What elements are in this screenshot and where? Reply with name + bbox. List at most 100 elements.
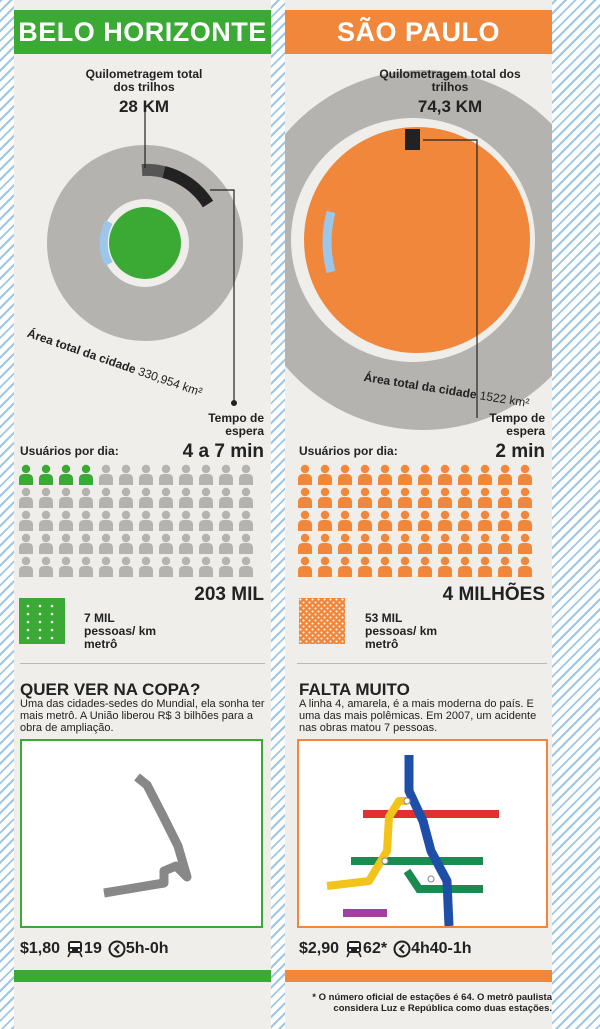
person-icon — [518, 464, 532, 485]
city-header: BELO HORIZONTE — [14, 10, 271, 54]
person-icon — [378, 487, 392, 508]
person-icon — [179, 464, 193, 485]
person-icon — [478, 556, 492, 577]
divider — [297, 663, 547, 664]
person-icon — [398, 487, 412, 508]
density-value: 53 MIL — [365, 611, 403, 625]
metro-line-gray — [103, 773, 192, 898]
person-icon — [119, 533, 133, 554]
person-icon — [438, 464, 452, 485]
person-icon — [418, 533, 432, 554]
density-value: 7 MIL — [84, 611, 115, 625]
train-icon — [67, 941, 83, 958]
person-icon — [219, 510, 233, 531]
wait-label: Tempo de espera — [208, 411, 264, 438]
person-icon — [498, 510, 512, 531]
person-icon — [219, 556, 233, 577]
person-icon — [99, 510, 113, 531]
rail-value: 28 KM — [118, 97, 170, 116]
person-icon — [239, 464, 253, 485]
person-icon — [19, 510, 33, 531]
person-icon — [59, 556, 73, 577]
clock-icon — [393, 940, 411, 958]
wait-label: Tempo de espera — [489, 411, 545, 438]
users-label: Usuários por dia: — [299, 444, 398, 458]
person-icon — [458, 556, 472, 577]
person-icon — [378, 464, 392, 485]
person-icon — [358, 510, 372, 531]
metro-map — [297, 739, 548, 928]
footer-bar — [285, 970, 552, 982]
person-icon — [358, 487, 372, 508]
users-label: Usuários por dia: — [20, 444, 119, 458]
person-icon — [298, 510, 312, 531]
person-icon — [159, 556, 173, 577]
people-grid — [19, 464, 253, 577]
person-icon — [79, 464, 93, 485]
metro-line-yellow — [326, 797, 407, 890]
metro-area-circle — [304, 127, 530, 353]
metro-line-blue — [404, 755, 454, 927]
person-icon — [19, 464, 33, 485]
person-icon — [438, 533, 452, 554]
person-icon — [79, 556, 93, 577]
person-icon — [179, 487, 193, 508]
person-icon — [418, 510, 432, 531]
person-icon — [478, 533, 492, 554]
person-icon — [59, 487, 73, 508]
density-unit: pessoas/ km metrô — [84, 624, 157, 651]
person-icon — [239, 510, 253, 531]
footer-bar — [14, 970, 271, 982]
wait-value: 2 min — [495, 441, 545, 462]
person-icon — [239, 487, 253, 508]
person-icon — [338, 464, 352, 485]
person-icon — [498, 533, 512, 554]
fare: $2,90 — [299, 940, 340, 957]
person-icon — [498, 464, 512, 485]
person-icon — [179, 533, 193, 554]
wait-pointer-line — [210, 189, 235, 400]
section-text: A linha 4, amarela, é a mais moderna do … — [299, 698, 537, 734]
person-icon — [39, 510, 53, 531]
person-icon — [159, 487, 173, 508]
metro-stats: $1,80 19 5h-0h — [20, 940, 175, 958]
person-icon — [358, 556, 372, 577]
person-icon — [159, 510, 173, 531]
person-icon — [518, 510, 532, 531]
person-icon — [139, 533, 153, 554]
section-text: Uma das cidades-sedes do Mundial, ela so… — [20, 698, 265, 734]
person-icon — [378, 510, 392, 531]
person-icon — [298, 556, 312, 577]
fare: $1,80 — [20, 940, 61, 957]
users-value: 4 MILHÕES — [442, 584, 545, 605]
person-icon — [458, 464, 472, 485]
person-icon — [418, 556, 432, 577]
rail-value: 74,3 KM — [417, 97, 483, 116]
person-icon — [139, 464, 153, 485]
person-icon — [139, 487, 153, 508]
person-icon — [59, 464, 73, 485]
person-icon — [478, 510, 492, 531]
city-name: SÃO PAULO — [336, 16, 500, 47]
person-icon — [39, 487, 53, 508]
person-icon — [39, 556, 53, 577]
person-icon — [239, 556, 253, 577]
person-icon — [338, 533, 352, 554]
person-icon — [358, 533, 372, 554]
person-icon — [458, 487, 472, 508]
rail-label: Quilometragem total dos trilhos — [379, 67, 521, 94]
rail-track-arc-dark — [162, 166, 214, 208]
hours: 5h-0h — [125, 940, 169, 957]
person-icon — [199, 556, 213, 577]
metro-map-svg — [326, 755, 499, 927]
person-icon — [298, 533, 312, 554]
person-icon — [79, 533, 93, 554]
person-icon — [398, 464, 412, 485]
users-value: 203 MIL — [194, 584, 264, 605]
person-icon — [219, 533, 233, 554]
belo-horizonte-column: BELO HORIZONTE Quilometragem total dos t… — [14, 0, 271, 1029]
person-icon — [79, 510, 93, 531]
person-icon — [199, 533, 213, 554]
stations: 62* — [363, 940, 388, 957]
city-area-diagram — [47, 110, 243, 406]
